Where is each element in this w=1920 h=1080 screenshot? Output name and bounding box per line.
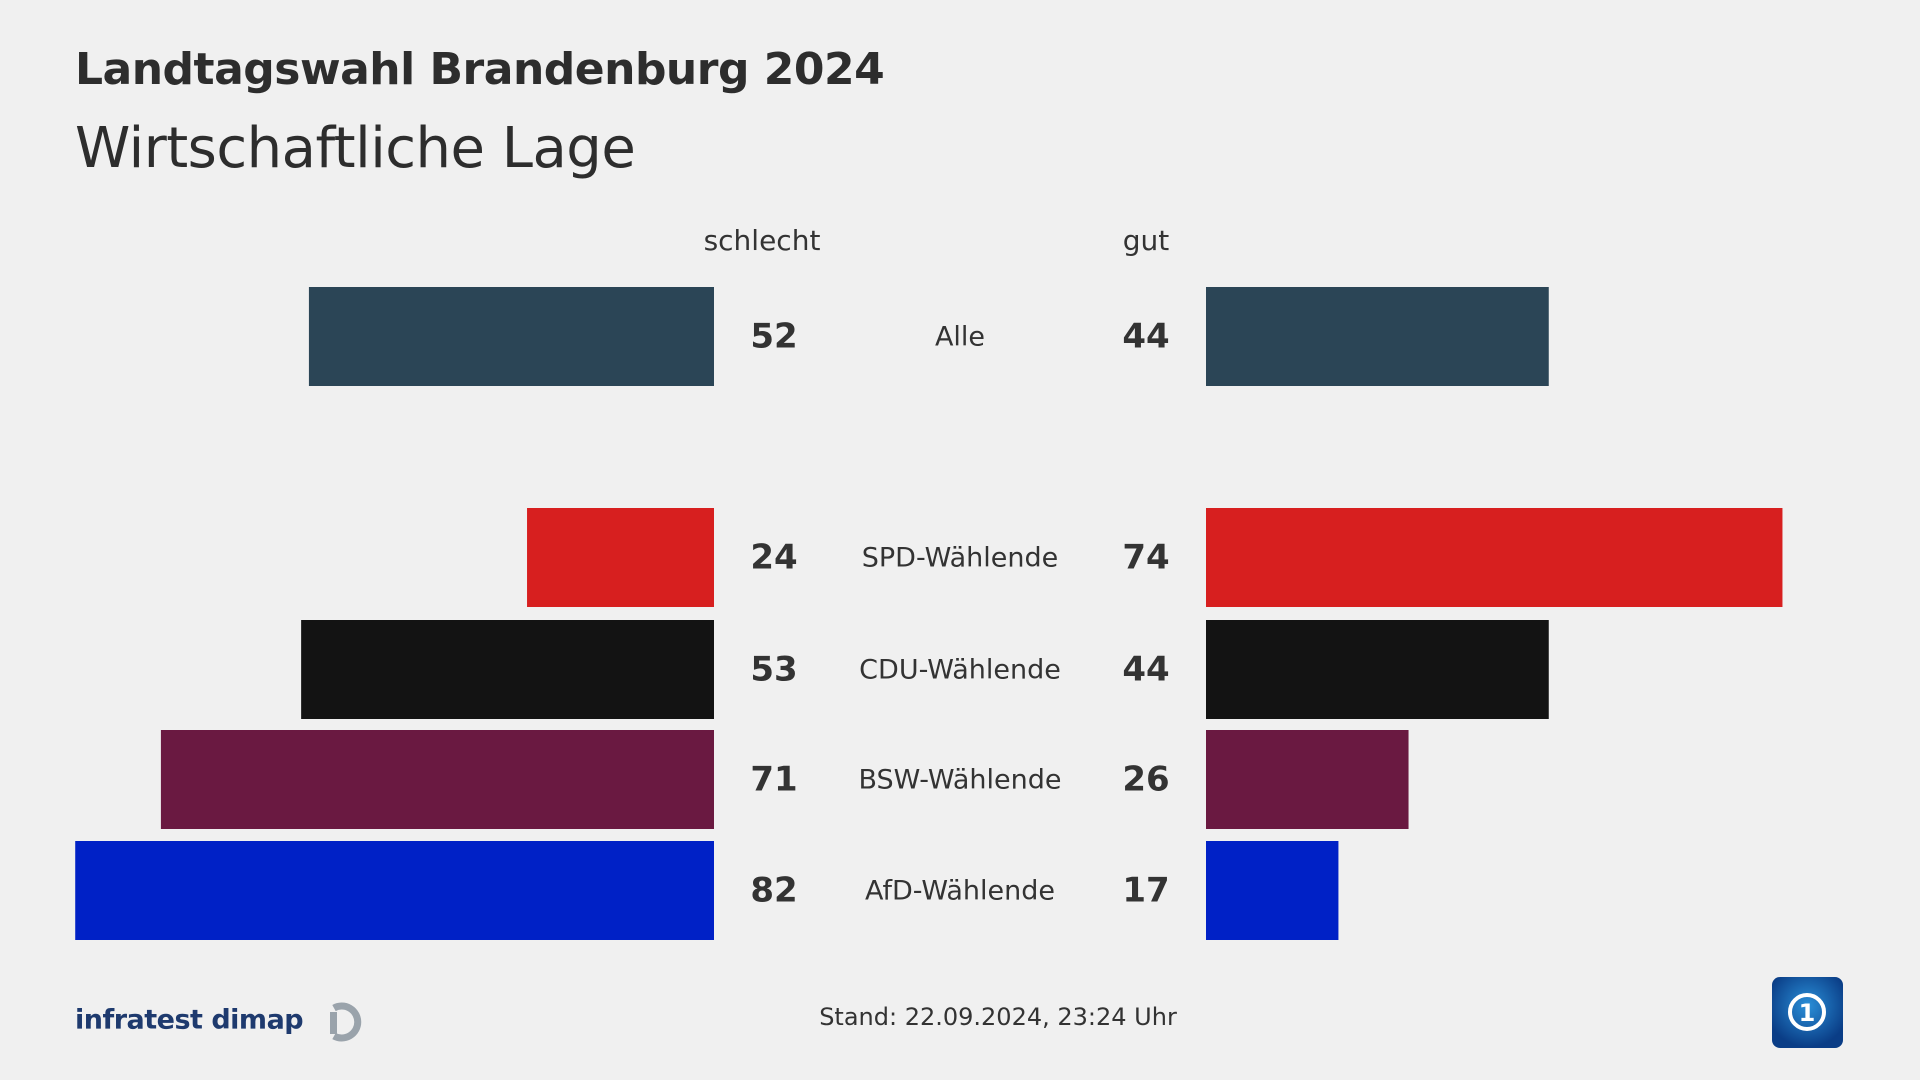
value-label-gut: 44 (1122, 650, 1169, 690)
bar-gut (1206, 841, 1339, 940)
value-label-schlecht: 52 (750, 317, 797, 357)
ard-logo-icon: 1 (1772, 977, 1843, 1048)
category-label: CDU-Wählende (859, 655, 1061, 686)
chart-title: Landtagswahl Brandenburg 2024 (75, 44, 885, 95)
value-label-gut: 17 (1122, 871, 1169, 911)
right-column-header: gut (1122, 224, 1170, 257)
value-label-schlecht: 82 (750, 871, 797, 911)
bar-gut (1206, 620, 1549, 719)
bar-schlecht (75, 841, 715, 940)
category-label: Alle (935, 322, 985, 353)
source-label: infratest dimap (75, 1004, 304, 1036)
value-label-schlecht: 53 (750, 650, 797, 690)
bar-schlecht (301, 620, 714, 719)
left-column-header: schlecht (703, 224, 821, 257)
timestamp: Stand: 22.09.2024, 23:24 Uhr (819, 1003, 1177, 1031)
bar-gut (1206, 730, 1409, 829)
value-label-schlecht: 71 (750, 760, 797, 800)
category-label: AfD-Wählende (865, 876, 1055, 907)
chart-subtitle: Wirtschaftliche Lage (75, 116, 636, 181)
bar-schlecht (308, 287, 714, 386)
value-label-gut: 44 (1122, 317, 1169, 357)
value-label-schlecht: 24 (750, 538, 797, 578)
bar-schlecht (160, 730, 714, 829)
bar-schlecht (527, 508, 714, 607)
bar-gut (1206, 508, 1783, 607)
value-label-gut: 74 (1122, 538, 1169, 578)
bar-gut (1206, 287, 1549, 386)
dimap-logo-icon (330, 1002, 362, 1042)
infratest-dimap-logo: infratest dimap (75, 998, 366, 1044)
svg-text:1: 1 (1799, 999, 1816, 1027)
value-label-gut: 26 (1122, 760, 1169, 800)
category-label: SPD-Wählende (862, 543, 1058, 574)
category-label: BSW-Wählende (858, 765, 1061, 796)
